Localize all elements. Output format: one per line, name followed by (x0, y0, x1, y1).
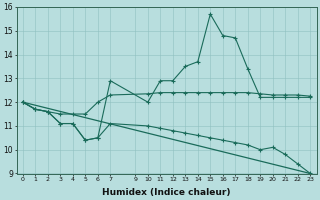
X-axis label: Humidex (Indice chaleur): Humidex (Indice chaleur) (102, 188, 231, 197)
